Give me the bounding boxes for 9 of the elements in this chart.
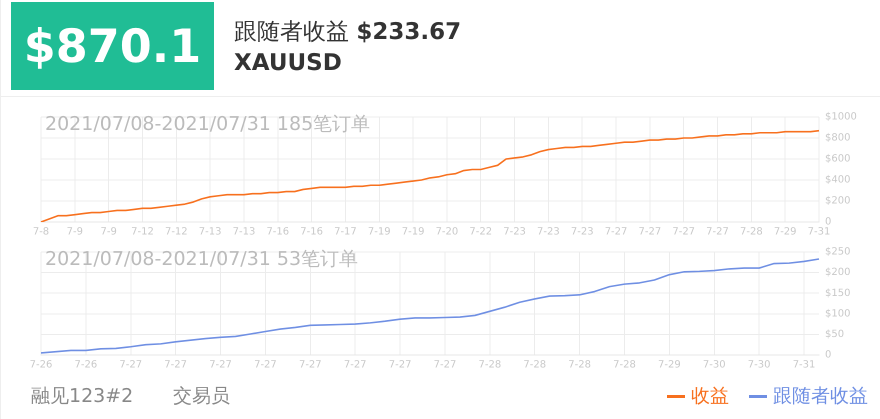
chart-title: 2021/07/08-2021/07/31 53笔订单 <box>45 247 358 272</box>
text: 融见123#2 <box>31 384 134 409</box>
text: 跟随者收益 $233.67 <box>234 18 462 47</box>
legend-label: 跟随者收益 <box>772 384 868 409</box>
legend-label: 收益 <box>690 384 729 409</box>
text: 交易员 <box>173 384 230 409</box>
text: $870.1 <box>11 2 214 90</box>
chart-title: 2021/07/08-2021/07/31 185笔订单 <box>45 112 370 137</box>
text: XAUUSD <box>234 50 342 76</box>
